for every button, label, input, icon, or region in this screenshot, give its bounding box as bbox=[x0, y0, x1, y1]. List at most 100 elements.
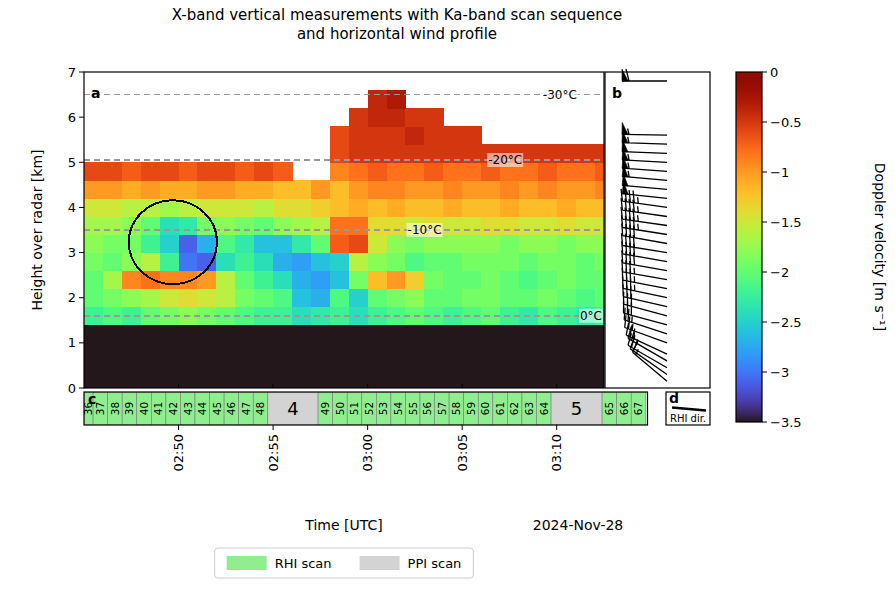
heatmap-cell bbox=[330, 216, 349, 235]
heatmap-cell bbox=[368, 325, 387, 388]
colorbar-tick bbox=[762, 172, 767, 173]
heatmap-cell bbox=[443, 271, 462, 290]
rhi-direction bbox=[672, 408, 706, 411]
heatmap-cell bbox=[254, 271, 273, 290]
heatmap-cell bbox=[197, 180, 216, 199]
y-tick-label: 1 bbox=[68, 335, 76, 350]
heatmap-cell bbox=[481, 253, 500, 272]
heatmap-cell bbox=[538, 325, 557, 388]
heatmap-cell bbox=[160, 216, 179, 235]
heatmap-cell bbox=[179, 271, 198, 290]
heatmap-cell bbox=[311, 198, 330, 217]
x-tick bbox=[556, 384, 557, 388]
heatmap-cell bbox=[481, 325, 500, 388]
heatmap-cell bbox=[349, 198, 368, 217]
heatmap-cell bbox=[349, 271, 368, 290]
colorbar-tick bbox=[762, 122, 767, 123]
y-tick bbox=[79, 342, 84, 343]
scan-cell bbox=[362, 392, 377, 425]
heatmap-cell bbox=[576, 235, 595, 254]
wind-barb bbox=[621, 198, 667, 217]
heatmap-cell bbox=[254, 289, 273, 308]
heatmap-cell bbox=[254, 325, 273, 388]
scan-label: 51 bbox=[348, 402, 360, 415]
barb-shaft bbox=[622, 152, 667, 154]
heatmap-cell bbox=[405, 325, 424, 388]
heatmap-cell bbox=[292, 325, 311, 388]
heatmap-cell bbox=[179, 235, 198, 254]
x-axis-title: Time [UTC] bbox=[304, 517, 382, 533]
heatmap-cell bbox=[122, 325, 141, 388]
heatmap-cell bbox=[387, 253, 406, 272]
heatmap-cell bbox=[405, 289, 424, 308]
heatmap-cell bbox=[103, 253, 122, 272]
scan-cell bbox=[333, 392, 348, 425]
heatmap-cell bbox=[292, 289, 311, 308]
heatmap-cell bbox=[292, 235, 311, 254]
heatmap-cell bbox=[122, 198, 141, 217]
heatmap-cell bbox=[235, 216, 254, 235]
scan-label: 64 bbox=[538, 402, 550, 416]
heatmap-cell bbox=[216, 271, 235, 290]
isotherm-label: -10°C bbox=[408, 223, 442, 237]
heatmap-cell bbox=[179, 162, 198, 181]
annotation-circle bbox=[129, 200, 217, 284]
heatmap-cell bbox=[311, 180, 330, 199]
heatmap-cell bbox=[254, 162, 273, 181]
heatmap-cell bbox=[330, 198, 349, 217]
y-tick-label: 0 bbox=[68, 381, 76, 396]
heatmap-cell bbox=[349, 253, 368, 272]
heatmap-cell bbox=[254, 180, 273, 199]
scan-cell bbox=[268, 392, 318, 425]
heatmap-cell bbox=[519, 198, 538, 217]
scan-label: 53 bbox=[377, 402, 389, 415]
x-tick bbox=[273, 425, 274, 430]
y-tick bbox=[79, 162, 84, 163]
heatmap-cell bbox=[481, 271, 500, 290]
heatmap-cell bbox=[538, 253, 557, 272]
wind-barb bbox=[621, 189, 667, 208]
legend-swatch bbox=[360, 556, 400, 570]
heatmap-cell bbox=[557, 271, 576, 290]
heatmap-cell bbox=[443, 235, 462, 254]
heatmap-cell bbox=[405, 108, 424, 127]
panel-frame bbox=[84, 392, 647, 425]
wind-barb bbox=[624, 292, 668, 316]
heatmap-cell bbox=[122, 162, 141, 181]
heatmap-cell bbox=[330, 271, 349, 290]
x-tick bbox=[178, 425, 179, 430]
x-tick-label: 03:00 bbox=[360, 434, 375, 471]
heatmap-cell bbox=[235, 180, 254, 199]
heatmap-cell bbox=[103, 271, 122, 290]
heatmap-cell bbox=[122, 271, 141, 290]
wind-barb bbox=[621, 207, 667, 226]
isotherm-line bbox=[84, 229, 604, 231]
heatmap-cell bbox=[84, 253, 103, 272]
heatmap-cell bbox=[273, 235, 292, 254]
barb-shaft bbox=[622, 137, 667, 144]
heatmap-cell bbox=[273, 162, 292, 181]
heatmap-cell bbox=[519, 253, 538, 272]
scan-label: 46 bbox=[225, 402, 237, 416]
heatmap-cell bbox=[141, 325, 160, 388]
heatmap-cell bbox=[462, 198, 481, 217]
heatmap-cell bbox=[368, 108, 387, 127]
heatmap-cell bbox=[273, 198, 292, 217]
heatmap-cell bbox=[216, 235, 235, 254]
heatmap-cell bbox=[424, 162, 443, 181]
heatmap-cell bbox=[405, 271, 424, 290]
barb-shaft bbox=[633, 341, 668, 381]
heatmap-cell bbox=[519, 271, 538, 290]
colorbar-tick bbox=[762, 222, 767, 223]
barb-shaft bbox=[621, 207, 667, 226]
barb-shaft bbox=[622, 163, 667, 172]
y-tick bbox=[79, 117, 84, 118]
legend-swatch bbox=[227, 556, 267, 570]
barb-pennant bbox=[622, 69, 628, 81]
heatmap-cell bbox=[254, 235, 273, 254]
heatmap-cell bbox=[368, 271, 387, 290]
barb-shaft bbox=[622, 129, 667, 136]
heatmap-cell bbox=[387, 289, 406, 308]
colorbar-tick-label: −3 bbox=[770, 365, 789, 380]
isotherm-label: 0°C bbox=[580, 309, 602, 323]
